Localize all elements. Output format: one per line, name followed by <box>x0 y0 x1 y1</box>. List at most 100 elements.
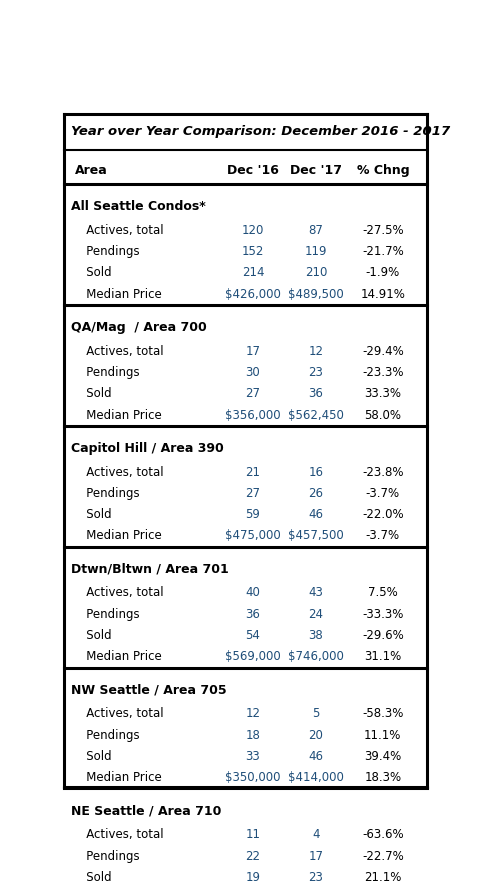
Text: 5: 5 <box>312 707 319 721</box>
Text: 36: 36 <box>308 387 323 401</box>
Text: 7.5%: 7.5% <box>368 586 398 599</box>
Text: Sold: Sold <box>75 387 111 401</box>
Text: -33.3%: -33.3% <box>362 607 403 621</box>
Text: Median Price: Median Price <box>75 530 161 542</box>
Text: 18: 18 <box>245 729 261 741</box>
Text: 87: 87 <box>308 224 323 237</box>
Text: Actives, total: Actives, total <box>75 707 163 721</box>
Text: 119: 119 <box>305 245 327 258</box>
Text: 24: 24 <box>308 607 323 621</box>
Text: Sold: Sold <box>75 629 111 642</box>
Text: $356,000: $356,000 <box>225 409 281 422</box>
Text: -21.7%: -21.7% <box>362 245 404 258</box>
Text: Dec '17: Dec '17 <box>290 164 342 178</box>
Text: Actives, total: Actives, total <box>75 829 163 841</box>
Text: Pendings: Pendings <box>75 245 139 258</box>
Text: 20: 20 <box>308 729 323 741</box>
Text: Actives, total: Actives, total <box>75 224 163 237</box>
Text: 33.3%: 33.3% <box>365 387 401 401</box>
Text: $350,000: $350,000 <box>225 772 281 784</box>
Text: Pendings: Pendings <box>75 607 139 621</box>
Text: 4: 4 <box>312 829 320 841</box>
Text: $414,000: $414,000 <box>288 772 344 784</box>
Text: -1.9%: -1.9% <box>365 267 400 279</box>
Text: 54: 54 <box>245 629 261 642</box>
Text: Sold: Sold <box>75 267 111 279</box>
Text: 30: 30 <box>246 366 260 379</box>
Text: Median Price: Median Price <box>75 650 161 664</box>
Text: $562,450: $562,450 <box>288 409 344 422</box>
Text: 38: 38 <box>308 629 323 642</box>
Text: Sold: Sold <box>75 750 111 763</box>
Text: $746,000: $746,000 <box>288 650 344 664</box>
Text: 18.3%: 18.3% <box>364 772 401 784</box>
Text: Pendings: Pendings <box>75 366 139 379</box>
Text: -27.5%: -27.5% <box>362 224 404 237</box>
Text: 120: 120 <box>242 224 264 237</box>
Text: 33: 33 <box>246 750 260 763</box>
Text: $569,000: $569,000 <box>225 650 281 664</box>
Text: Area: Area <box>75 164 107 178</box>
Text: 11.1%: 11.1% <box>364 729 401 741</box>
Text: 17: 17 <box>245 344 261 358</box>
Text: Actives, total: Actives, total <box>75 586 163 599</box>
Text: 152: 152 <box>242 245 264 258</box>
Text: 43: 43 <box>308 586 323 599</box>
Text: 214: 214 <box>242 267 264 279</box>
Text: Actives, total: Actives, total <box>75 466 163 479</box>
Text: NW Seattle / Area 705: NW Seattle / Area 705 <box>71 683 227 697</box>
Text: Sold: Sold <box>75 871 111 884</box>
Text: 26: 26 <box>308 487 323 500</box>
Text: 23: 23 <box>308 366 323 379</box>
Text: 17: 17 <box>308 849 323 863</box>
Text: 46: 46 <box>308 750 323 763</box>
Text: Dec '16: Dec '16 <box>227 164 279 178</box>
Text: -3.7%: -3.7% <box>366 487 400 500</box>
Text: 31.1%: 31.1% <box>364 650 401 664</box>
Text: Sold: Sold <box>75 508 111 521</box>
Text: -23.3%: -23.3% <box>362 366 404 379</box>
Text: 19: 19 <box>245 871 261 884</box>
Text: 27: 27 <box>245 487 261 500</box>
Text: QA/Mag  / Area 700: QA/Mag / Area 700 <box>71 321 207 334</box>
Text: $489,500: $489,500 <box>288 288 344 301</box>
Text: -58.3%: -58.3% <box>362 707 403 721</box>
Text: $457,500: $457,500 <box>288 530 344 542</box>
Text: 40: 40 <box>245 586 261 599</box>
Text: Dtwn/Bltwn / Area 701: Dtwn/Bltwn / Area 701 <box>71 563 229 575</box>
Text: 36: 36 <box>245 607 261 621</box>
Text: 16: 16 <box>308 466 323 479</box>
Text: -22.7%: -22.7% <box>362 849 404 863</box>
Text: -29.6%: -29.6% <box>362 629 404 642</box>
Text: -3.7%: -3.7% <box>366 530 400 542</box>
Text: 22: 22 <box>245 849 261 863</box>
Text: 14.91%: 14.91% <box>360 288 405 301</box>
Text: -22.0%: -22.0% <box>362 508 404 521</box>
Text: All Seattle Condos*: All Seattle Condos* <box>71 200 206 213</box>
Text: Pendings: Pendings <box>75 487 139 500</box>
Text: -29.4%: -29.4% <box>362 344 404 358</box>
Text: 27: 27 <box>245 387 261 401</box>
Text: Year over Year Comparison: December 2016 - 2017: Year over Year Comparison: December 2016… <box>71 125 450 138</box>
Text: 210: 210 <box>305 267 327 279</box>
Text: Median Price: Median Price <box>75 409 161 422</box>
Text: 23: 23 <box>308 871 323 884</box>
Text: Median Price: Median Price <box>75 288 161 301</box>
Text: 12: 12 <box>308 344 323 358</box>
Text: 59: 59 <box>245 508 261 521</box>
Text: Pendings: Pendings <box>75 729 139 741</box>
Text: Capitol Hill / Area 390: Capitol Hill / Area 390 <box>71 442 224 455</box>
Text: Median Price: Median Price <box>75 772 161 784</box>
Text: 12: 12 <box>245 707 261 721</box>
Text: 46: 46 <box>308 508 323 521</box>
Text: NE Seattle / Area 710: NE Seattle / Area 710 <box>71 805 221 818</box>
Text: $426,000: $426,000 <box>225 288 281 301</box>
Text: 21.1%: 21.1% <box>364 871 401 884</box>
Text: Pendings: Pendings <box>75 849 139 863</box>
Text: 21: 21 <box>245 466 261 479</box>
Text: -23.8%: -23.8% <box>362 466 404 479</box>
Text: Actives, total: Actives, total <box>75 344 163 358</box>
Text: 39.4%: 39.4% <box>364 750 401 763</box>
Text: $475,000: $475,000 <box>225 530 281 542</box>
Text: % Chng: % Chng <box>356 164 409 178</box>
